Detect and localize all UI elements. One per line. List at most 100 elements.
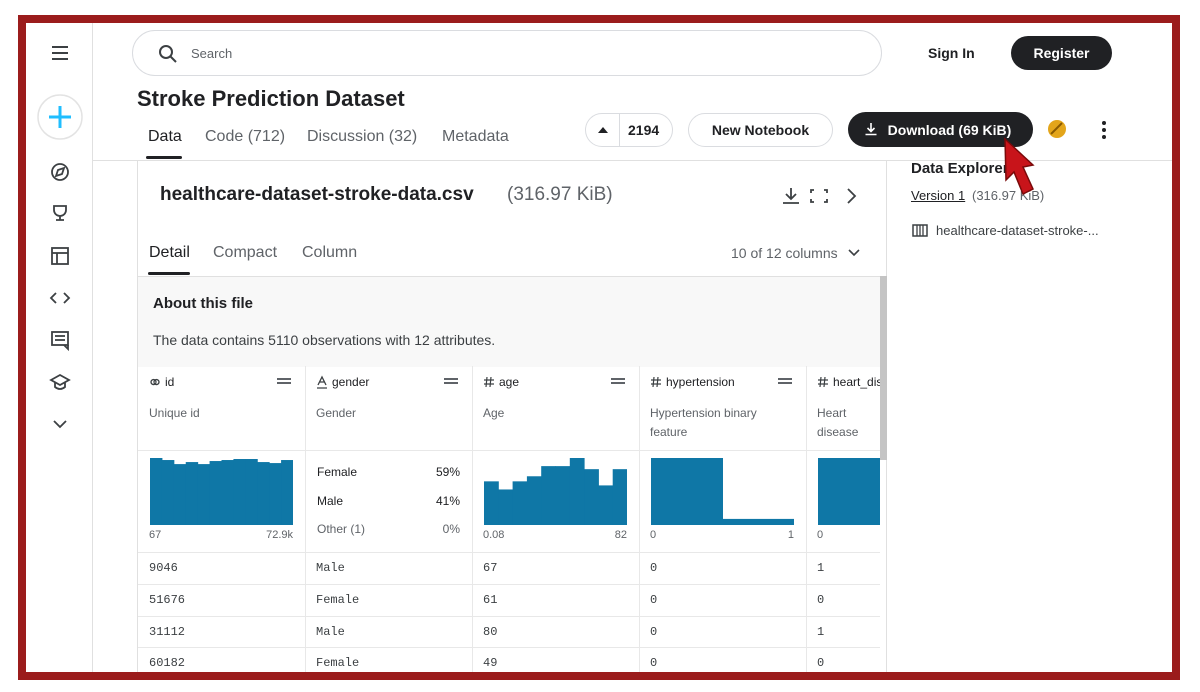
column-description: Gender bbox=[316, 406, 357, 420]
sidebar-icons bbox=[37, 46, 83, 429]
axis-label: 0.08 bbox=[483, 529, 505, 541]
view-tab[interactable]: Detail bbox=[149, 244, 190, 261]
histogram bbox=[150, 458, 293, 525]
tab[interactable]: Discussion (32) bbox=[307, 128, 418, 145]
column-description: Age bbox=[483, 406, 505, 420]
table-icon bbox=[912, 224, 928, 237]
cell: 0 bbox=[650, 625, 658, 639]
column-name: hypertension bbox=[666, 375, 735, 389]
tab[interactable]: Code (712) bbox=[205, 128, 286, 145]
histogram-bar bbox=[818, 458, 880, 525]
histogram bbox=[484, 458, 627, 525]
cell: Female bbox=[316, 656, 360, 670]
explorer-file[interactable]: healthcare-dataset-stroke-... bbox=[936, 223, 1099, 238]
type-icon bbox=[483, 375, 495, 389]
view-tab[interactable]: Column bbox=[302, 244, 358, 261]
sign-in[interactable]: Sign In bbox=[928, 45, 975, 61]
category-label: Male bbox=[317, 494, 344, 508]
column-divider bbox=[639, 366, 640, 673]
histogram-bar bbox=[526, 476, 542, 525]
row-divider bbox=[138, 584, 880, 585]
download-icon bbox=[865, 123, 877, 136]
register-button[interactable]: Register bbox=[1011, 36, 1112, 70]
cell: 61 bbox=[483, 593, 498, 607]
explorer-version[interactable]: Version 1 bbox=[911, 188, 966, 203]
divider bbox=[619, 114, 620, 146]
explorer-title: Data Explorer bbox=[911, 160, 1009, 177]
histogram-bar bbox=[221, 460, 234, 525]
cell: 60182 bbox=[149, 656, 186, 670]
column-divider bbox=[806, 366, 807, 673]
new-notebook-button[interactable]: New Notebook bbox=[688, 113, 833, 147]
cell: 9046 bbox=[149, 561, 178, 575]
column-divider bbox=[472, 366, 473, 673]
column-description: Hypertension binary feature bbox=[650, 406, 757, 439]
histogram-bar bbox=[197, 464, 211, 525]
histogram-bar bbox=[651, 458, 723, 525]
type-icon-glyph bbox=[484, 376, 494, 388]
scrollbar[interactable] bbox=[880, 276, 887, 460]
medal-icon[interactable] bbox=[1047, 119, 1067, 139]
cell: 67 bbox=[483, 561, 498, 575]
dataset-title: Stroke Prediction Dataset bbox=[137, 86, 405, 111]
search-placeholder: Search bbox=[191, 46, 233, 61]
vote-count: 2194 bbox=[628, 122, 660, 138]
about-text: The data contains 5110 observations with… bbox=[153, 332, 496, 348]
download-button[interactable]: Download (69 KiB) bbox=[848, 112, 1033, 147]
axis-label: 67 bbox=[149, 529, 162, 541]
file-name: healthcare-dataset-stroke-data.csv bbox=[160, 184, 474, 205]
sort-icon[interactable] bbox=[277, 378, 291, 380]
histogram bbox=[651, 458, 794, 525]
file-actions[interactable] bbox=[781, 186, 861, 206]
search-bar[interactable]: Search bbox=[132, 30, 882, 76]
tab[interactable]: Data bbox=[148, 128, 182, 145]
histogram-bar bbox=[612, 469, 627, 525]
search-icon bbox=[159, 45, 177, 63]
sidebar bbox=[26, 23, 93, 673]
column-name: gender bbox=[332, 375, 370, 389]
histogram-bar bbox=[555, 466, 571, 525]
type-icon-glyph bbox=[317, 375, 327, 389]
about-title: About this file bbox=[153, 295, 253, 312]
column-divider bbox=[305, 366, 306, 673]
histogram-bar bbox=[281, 460, 293, 525]
column-name: heart_disease bbox=[833, 375, 880, 389]
cell: 1 bbox=[817, 561, 825, 575]
cell: 80 bbox=[483, 625, 498, 639]
upvote-icon bbox=[598, 127, 608, 133]
cell: 31112 bbox=[149, 625, 186, 639]
columns-shown[interactable]: 10 of 12 columns bbox=[731, 245, 838, 261]
cell: 1 bbox=[817, 625, 825, 639]
pointer-arrow bbox=[1004, 137, 1035, 196]
type-icon-glyph bbox=[818, 376, 828, 388]
file-size: (316.97 KiB) bbox=[507, 184, 613, 205]
sort-icon[interactable] bbox=[611, 378, 625, 380]
cell: Male bbox=[316, 625, 345, 639]
category-share: 41% bbox=[435, 494, 460, 508]
sort-icon[interactable] bbox=[444, 378, 458, 380]
cell: 0 bbox=[650, 656, 658, 670]
vote-button[interactable]: 2194 bbox=[585, 113, 673, 147]
type-icon-glyph bbox=[651, 376, 661, 388]
type-icon bbox=[817, 375, 829, 389]
more-menu[interactable] bbox=[1099, 120, 1109, 140]
type-icon bbox=[149, 375, 161, 389]
tab[interactable]: Metadata bbox=[442, 128, 509, 145]
histogram-bar bbox=[257, 462, 270, 525]
row-divider bbox=[138, 552, 880, 553]
column-name: id bbox=[165, 375, 175, 389]
cell: 51676 bbox=[149, 593, 186, 607]
histogram-bar bbox=[498, 489, 514, 525]
type-icon bbox=[316, 375, 328, 389]
view-tab[interactable]: Compact bbox=[213, 244, 278, 261]
row-divider bbox=[138, 450, 880, 451]
axis-label: 1 bbox=[787, 529, 794, 541]
sort-icon[interactable] bbox=[778, 378, 792, 380]
histogram-bar bbox=[722, 518, 794, 525]
axis-label: 0 bbox=[650, 529, 657, 541]
cell: 0 bbox=[650, 561, 658, 575]
histogram-bar bbox=[233, 459, 246, 525]
cell: Female bbox=[316, 593, 360, 607]
row-divider bbox=[138, 616, 880, 617]
data-table: id Unique id 67 72.9k gender Gender Female 59% M… bbox=[138, 366, 880, 673]
